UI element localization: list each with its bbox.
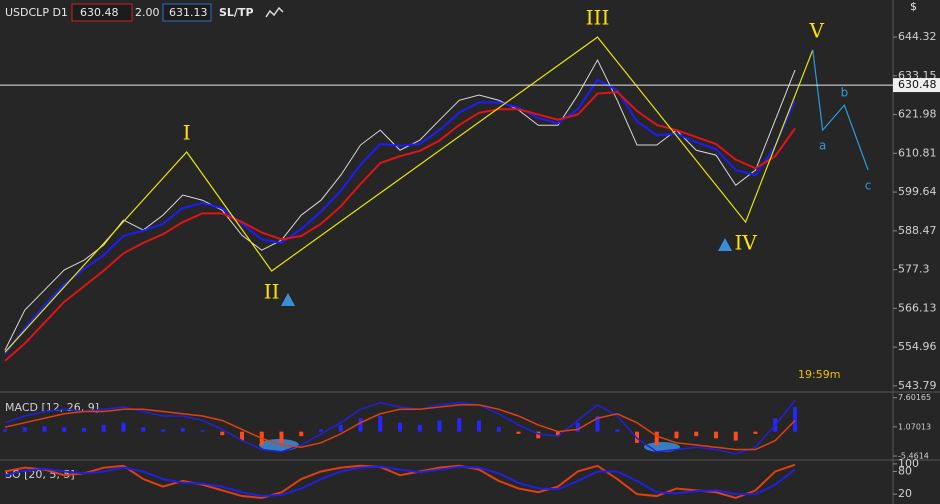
histogram-bar — [615, 429, 620, 432]
y-tick-label: 100 — [898, 457, 919, 470]
y-tick-label: 7.60165 — [898, 393, 931, 402]
ask-box[interactable] — [162, 3, 212, 22]
series-line — [4, 58, 796, 351]
histogram-bar — [516, 431, 521, 434]
histogram-bar — [42, 426, 47, 432]
indicator-line — [4, 404, 796, 451]
waves-label: II — [264, 279, 280, 303]
histogram-bar — [121, 422, 126, 432]
histogram-bar — [793, 407, 797, 432]
histogram-bar — [595, 416, 600, 432]
histogram-bar — [733, 431, 738, 441]
y-tick-label: 577.3 — [898, 263, 930, 276]
y-tick-label: 554.96 — [898, 340, 937, 353]
histogram-bar — [654, 431, 659, 446]
histogram-bar — [457, 418, 462, 432]
histogram-bar — [674, 431, 679, 439]
histogram-bar — [141, 427, 146, 432]
histogram-bar — [220, 431, 225, 436]
y-tick-label: 610.81 — [898, 146, 937, 159]
histogram-bar — [279, 431, 284, 443]
y-tick-label: 644.32 — [898, 30, 937, 43]
histogram-bar — [319, 429, 323, 432]
histogram-bar — [753, 431, 758, 434]
histogram-bar — [3, 429, 7, 432]
histogram-bar — [437, 420, 442, 432]
current-price-box — [893, 78, 940, 93]
forecast-label: c — [865, 179, 872, 193]
y-tick-label: 1.07013 — [898, 422, 931, 431]
y-tick-label: 566.13 — [898, 301, 937, 314]
histogram-bar — [62, 427, 67, 432]
buy-arrow — [718, 238, 732, 263]
buy-arrow — [281, 293, 295, 318]
y-tick-label: -5.4614 — [898, 452, 929, 461]
waves-label: III — [586, 6, 610, 30]
histogram-bar — [575, 422, 580, 432]
series-line — [4, 78, 796, 355]
histogram-bar — [694, 431, 699, 437]
spread: 2.00 — [135, 6, 160, 19]
waves-label: IV — [734, 231, 757, 255]
wave-line — [4, 36, 814, 353]
histogram-bar — [101, 424, 106, 432]
forecast-label: b — [841, 86, 849, 100]
histogram-bar — [180, 428, 185, 432]
symbol: USDCLP D1 — [5, 6, 68, 19]
histogram-bar — [536, 431, 541, 439]
waves-label: I — [183, 120, 191, 144]
chart-type-icon[interactable] — [265, 6, 284, 18]
currency-icon[interactable]: $ — [910, 0, 917, 13]
forecast-label: a — [819, 139, 826, 153]
histogram-bar — [378, 416, 383, 432]
series-line — [4, 90, 796, 362]
histogram-bar — [398, 422, 402, 432]
y-tick-label: 599.64 — [898, 185, 937, 198]
y-tick-label: 621.98 — [898, 108, 937, 121]
series-line — [4, 465, 796, 498]
histogram-bar — [82, 428, 86, 432]
histogram-bar — [299, 431, 304, 437]
y-tick-label: 80 — [898, 464, 912, 477]
histogram-bar — [338, 424, 343, 432]
histogram-bar — [714, 431, 718, 439]
time-label: 19:59m — [798, 368, 840, 381]
y-tick-label: 20 — [898, 487, 912, 500]
histogram-bar — [477, 420, 481, 432]
ask: 631.13 — [169, 6, 208, 19]
macd-highlight — [259, 439, 299, 451]
current-price-label: 630.48 — [898, 78, 937, 91]
bid-box[interactable] — [71, 3, 133, 22]
histogram-bar — [22, 427, 27, 432]
histogram-bar — [358, 418, 363, 432]
waves-label: V — [809, 18, 825, 42]
y-tick-label: 588.47 — [898, 224, 937, 237]
y-tick-label: 543.79 — [898, 379, 937, 392]
histogram-bar — [161, 429, 165, 432]
histogram-bar — [240, 431, 244, 441]
histogram-bar — [556, 431, 560, 437]
histogram-bar — [200, 430, 205, 432]
histogram-bar — [496, 427, 501, 432]
histogram-bar — [417, 424, 422, 432]
bid: 630.48 — [80, 6, 119, 19]
sltp-button[interactable]: SL/TP — [219, 6, 254, 19]
forecast-line — [812, 49, 869, 171]
